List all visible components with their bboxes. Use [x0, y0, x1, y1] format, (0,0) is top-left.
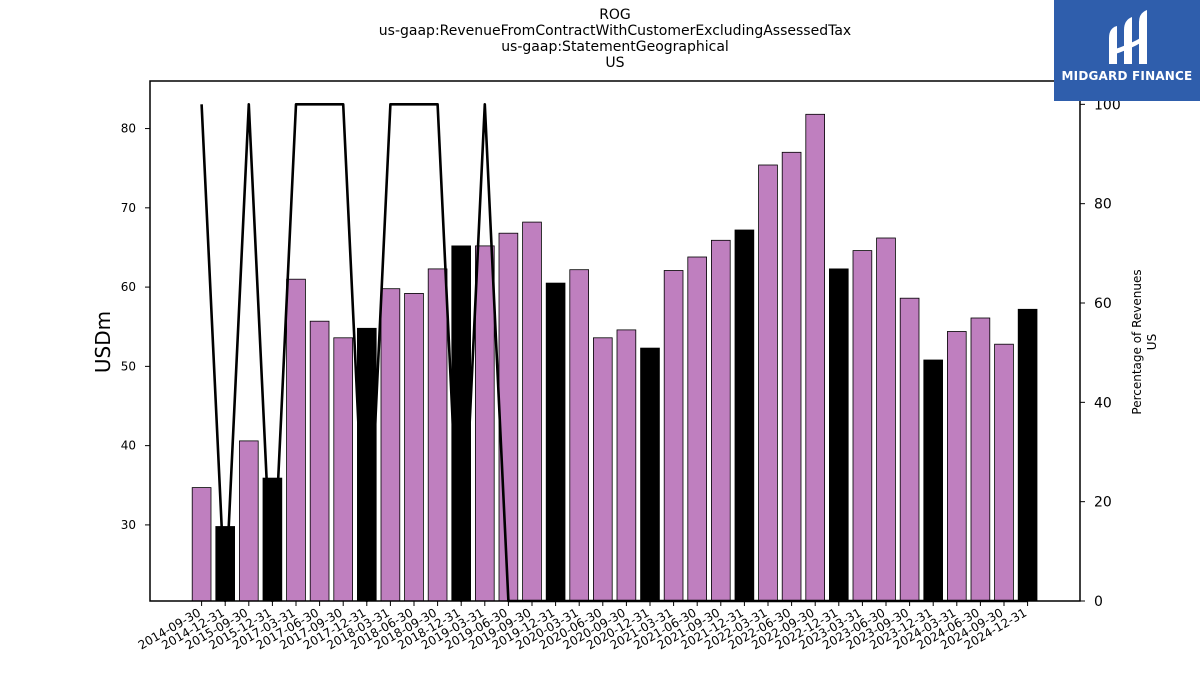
y-tick-label: 80: [121, 122, 136, 136]
bar: [333, 337, 353, 602]
y2-tick-label: 20: [1094, 495, 1112, 511]
bar: [616, 329, 637, 602]
y-tick-label: 40: [121, 439, 136, 453]
bar: [876, 237, 896, 602]
y2-axis-label-line1: Percentage of Revenues: [1130, 269, 1144, 414]
y-tick-label: 50: [121, 359, 136, 373]
chart-title-member: US: [605, 55, 625, 71]
bar: [238, 440, 259, 602]
bar: [522, 221, 542, 602]
bar: [687, 256, 707, 602]
bars-group: [191, 113, 1038, 602]
bar: [758, 164, 778, 602]
bar: [852, 250, 873, 602]
chart-title-ticker: ROG: [599, 7, 631, 23]
logo-text: MIDGARD FINANCE: [1061, 69, 1193, 83]
bar: [1017, 308, 1038, 602]
y2-tick-label: 100: [1094, 97, 1121, 113]
plot-frame: [149, 80, 1081, 602]
y-axis-label: USDm: [91, 311, 115, 373]
ticks-group: 3040506070800204060801002014-09-302014-1…: [121, 97, 1121, 652]
bar: [474, 245, 495, 602]
y2-axis-label-line2: US: [1145, 334, 1159, 350]
y2-tick-label: 80: [1094, 197, 1112, 213]
chart-title-axis: us-gaap:StatementGeographical: [501, 39, 729, 55]
bar: [545, 282, 566, 602]
bar: [191, 487, 212, 602]
bar: [711, 239, 731, 602]
logo-mark-icon: [1109, 10, 1147, 64]
y2-tick-label: 0: [1094, 594, 1103, 610]
bar: [923, 359, 943, 602]
bar: [569, 269, 589, 602]
y-tick-label: 30: [121, 518, 136, 532]
y-tick-label: 60: [121, 280, 136, 294]
bar: [734, 229, 755, 602]
bar: [309, 320, 330, 602]
midgard-finance-logo: MIDGARD FINANCE: [1054, 0, 1200, 101]
bar: [970, 317, 991, 602]
bar: [286, 278, 306, 602]
bar: [498, 232, 519, 602]
bar: [427, 268, 448, 602]
bar: [380, 288, 401, 602]
bar: [829, 268, 849, 602]
y2-tick-label: 40: [1094, 395, 1112, 411]
bar: [593, 337, 613, 602]
bar: [899, 297, 920, 602]
bar: [994, 343, 1014, 602]
bar: [947, 331, 967, 602]
bar: [404, 292, 424, 602]
bar: [640, 347, 660, 602]
y2-tick-label: 60: [1094, 296, 1112, 312]
y-tick-label: 70: [121, 201, 136, 215]
bar: [805, 113, 825, 602]
bar: [451, 245, 471, 602]
chart-title-metric: us-gaap:RevenueFromContractWithCustomerE…: [378, 23, 852, 39]
bar: [781, 151, 802, 602]
bar: [663, 270, 684, 602]
axes-group: [149, 80, 1081, 602]
